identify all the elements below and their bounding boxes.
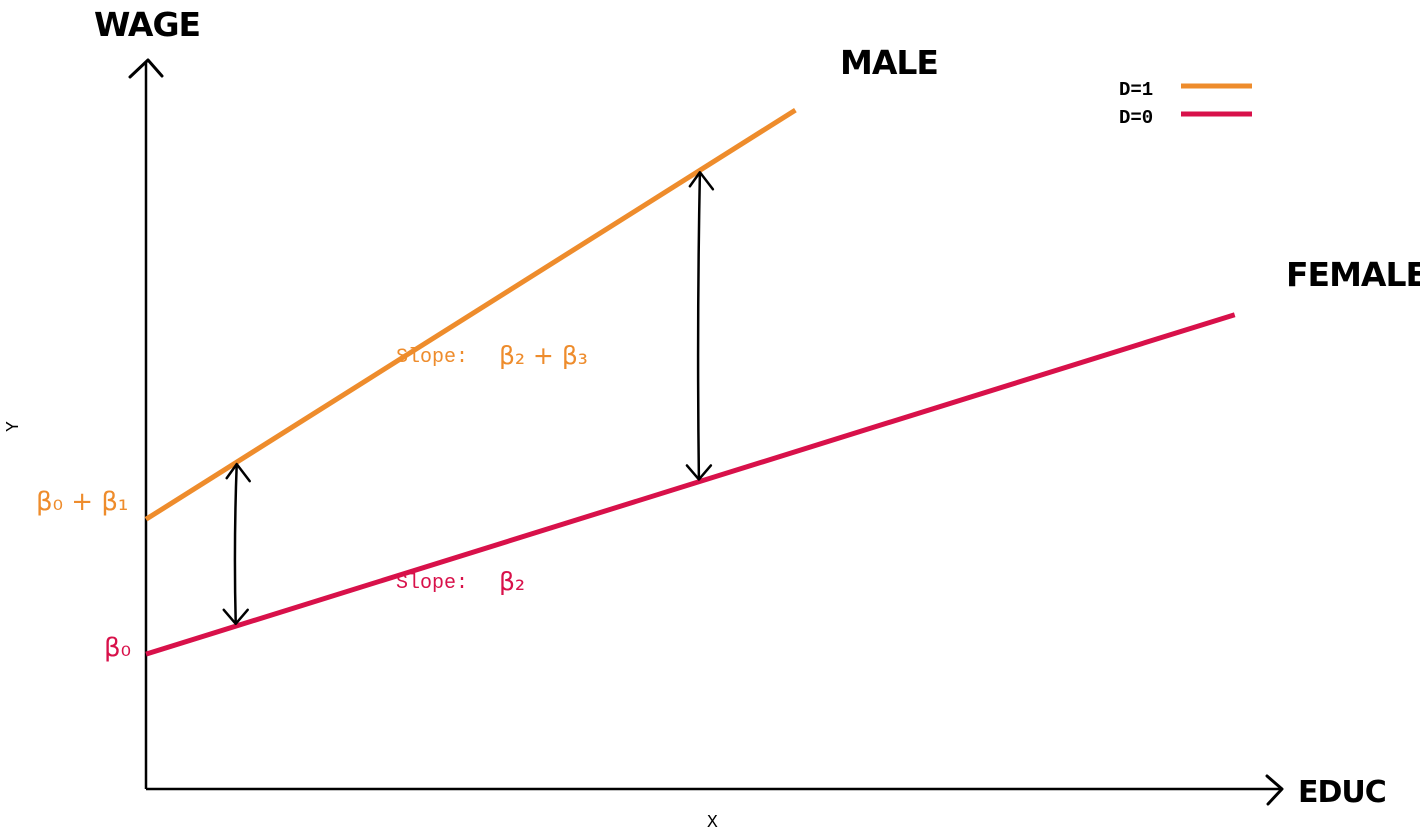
legend: D=1 D=0 <box>1119 79 1252 129</box>
x-axis-title: EDUC <box>1298 775 1386 810</box>
female-line-label: FEMALE <box>1286 255 1420 294</box>
x-axis-arrow-icon <box>1265 774 1284 806</box>
gap-arrow-left <box>222 462 251 626</box>
arrowhead-down-icon <box>222 608 249 626</box>
gap-arrow-shaft <box>233 464 238 624</box>
arrowhead-up-icon <box>225 462 251 483</box>
series-line-female <box>145 312 1236 657</box>
series-line-male <box>144 107 797 522</box>
slope-label-male-prefix: Slope: <box>396 346 468 369</box>
gap-arrow-shaft <box>696 172 702 480</box>
slope-label-female-math: β₂ <box>499 567 525 596</box>
arrowhead-up-icon <box>688 171 715 191</box>
x-axis-label: X <box>707 813 718 832</box>
intercept-label-female: β₀ <box>104 633 131 663</box>
gap-arrow-right <box>685 171 715 481</box>
legend-label-d1: D=1 <box>1119 79 1153 101</box>
slope-label-female-prefix: Slope: <box>396 572 468 595</box>
arrowhead-down-icon <box>685 464 713 481</box>
y-axis-title: WAGE <box>94 5 200 44</box>
male-line-label: MALE <box>840 43 938 82</box>
intercept-label-male: β₀ + β₁ <box>36 487 128 517</box>
slope-label-male-math: β₂ + β₃ <box>499 341 588 370</box>
y-axis-label: Y <box>4 421 24 432</box>
legend-label-d0: D=0 <box>1119 107 1153 129</box>
y-axis-arrow-icon <box>128 58 164 79</box>
